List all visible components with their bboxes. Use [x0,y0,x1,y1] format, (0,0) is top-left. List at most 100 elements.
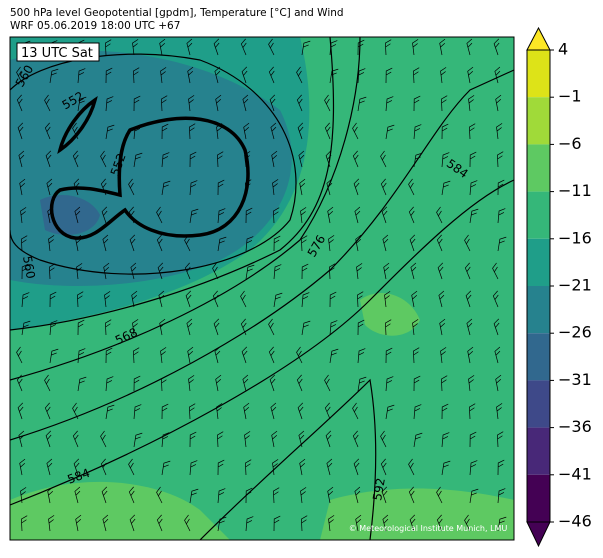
wind-barb [464,514,471,532]
wind-barb [217,151,224,168]
wind-barb [47,206,54,224]
wind-barb [133,67,140,84]
wind-barb [497,179,505,196]
wind-barb [130,262,137,280]
wind-barb [469,180,478,196]
wind-barb [355,234,362,252]
wind-barb [189,180,198,196]
wind-barb [244,151,251,168]
wind-barb [245,264,255,280]
wind-barb [19,178,26,196]
wind-barb [464,234,471,252]
wind-barb [297,402,304,420]
wind-barb [21,320,31,336]
wind-barb [413,347,420,364]
wind-barb [44,374,51,392]
wind-barb [161,403,169,420]
wind-barb [77,291,84,308]
wind-barb [157,262,164,280]
wind-barb [189,460,198,476]
colorbar-tick-label: −36 [558,417,592,436]
wind-barb [156,206,163,224]
wind-barb [327,486,334,504]
wind-barb [357,348,366,364]
wind-barb [469,123,476,140]
wind-barb [100,178,107,196]
wind-barb [353,178,360,196]
wind-barb [412,39,419,56]
wind-barb [156,234,163,252]
time-label: 13 UTC Sat [21,46,93,61]
wind-barb [497,151,504,168]
wind-barb [354,206,361,224]
wind-barb [273,515,281,532]
wind-barb [494,66,501,84]
colorbar-tick-label: −26 [558,323,592,342]
wind-barb [189,151,197,168]
wind-barb [324,122,331,140]
wind-barb [161,95,168,112]
wind-barb [188,375,195,392]
wind-barb [436,514,443,532]
wind-barb [329,68,339,84]
wind-barb [213,38,220,56]
wind-barb [357,39,365,56]
wind-barb [104,291,111,308]
wind-barb [158,290,165,308]
wind-barb [380,178,387,196]
wind-barb [243,402,250,420]
wind-barb [357,68,366,84]
wind-barb [186,318,193,336]
wind-barb [72,430,79,448]
wind-barb [269,94,276,112]
wind-barb [497,208,506,224]
wind-barb [301,263,309,280]
wind-barb [18,430,25,448]
wind-barb [105,39,112,56]
wind-barb [102,234,109,252]
colorbar-tick-label: −21 [558,276,592,295]
wind-barb [217,236,227,252]
wind-barb [497,459,505,476]
wind-barb [495,94,502,112]
wind-barb [465,290,472,308]
wind-barb [272,179,279,196]
wind-barb [385,96,394,112]
wind-barb [240,38,247,56]
wind-barb [132,39,139,56]
wind-barb [441,460,451,476]
wind-barb [75,514,82,532]
wind-barb [215,374,222,392]
wind-barb [385,39,392,56]
wind-barb [16,374,23,392]
wind-barb [161,180,171,196]
colorbar-tick-label: −41 [558,464,592,483]
wind-barb [213,318,220,336]
wind-barb [133,152,143,168]
wind-barb [49,320,58,336]
wind-barb [48,235,55,252]
wind-barb [469,488,479,504]
wind-barb [329,40,338,56]
colorbar-band [527,380,550,428]
contour-label: 560 [20,255,38,280]
wind-barb [245,516,254,532]
credit: © Meteorological Institute Munich, LMU [349,524,508,533]
wind-barb [73,178,80,196]
wind-barb [467,66,474,84]
wind-barb [74,206,81,224]
wind-barb [44,94,51,112]
wind-barb [48,515,55,532]
wind-barb [301,40,311,56]
wind-barb [495,374,502,392]
wind-barb [214,66,221,84]
wind-barb [21,235,28,252]
wind-barb [493,318,500,336]
wind-barb [468,375,475,392]
wind-barb [187,66,194,84]
wind-barb [216,403,223,420]
wind-barb [352,430,359,448]
wind-barb [101,486,108,504]
wind-barb [242,374,249,392]
wind-barb [497,431,504,448]
